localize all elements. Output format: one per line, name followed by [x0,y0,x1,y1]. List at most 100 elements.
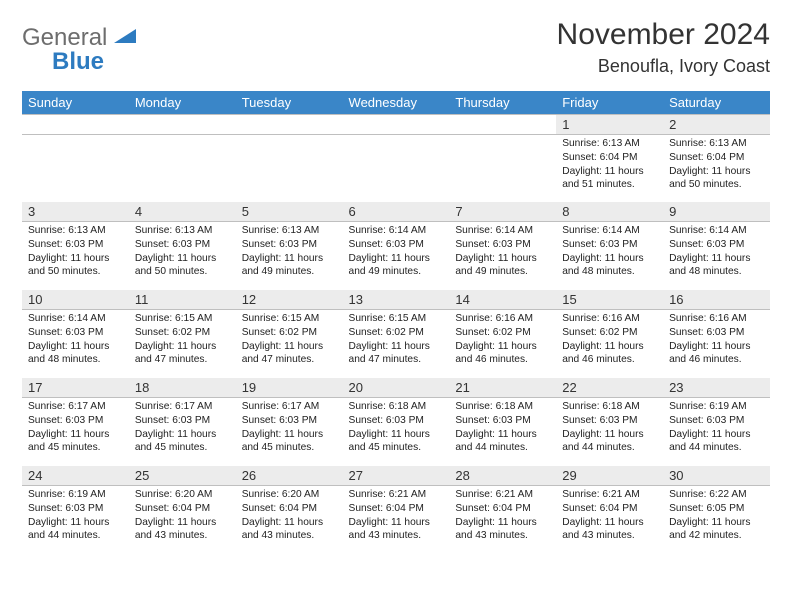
logo-blue: Blue [52,48,138,76]
calendar-cell: 14Sunrise: 6:16 AMSunset: 6:02 PMDayligh… [449,290,556,378]
day-details: Sunrise: 6:21 AMSunset: 6:04 PMDaylight:… [343,486,450,547]
calendar-cell: 12Sunrise: 6:15 AMSunset: 6:02 PMDayligh… [236,290,343,378]
calendar-cell: 7Sunrise: 6:14 AMSunset: 6:03 PMDaylight… [449,202,556,290]
day-details: Sunrise: 6:18 AMSunset: 6:03 PMDaylight:… [449,398,556,459]
location-subtitle: Benoufla, Ivory Coast [557,56,770,77]
weekday-header: Wednesday [343,91,450,114]
day-number [22,114,129,135]
day-details: Sunrise: 6:19 AMSunset: 6:03 PMDaylight:… [22,486,129,547]
title-block: November 2024 Benoufla, Ivory Coast [557,18,770,77]
calendar-cell: 17Sunrise: 6:17 AMSunset: 6:03 PMDayligh… [22,378,129,466]
day-number [236,114,343,135]
day-number: 13 [343,290,450,310]
day-details: Sunrise: 6:21 AMSunset: 6:04 PMDaylight:… [449,486,556,547]
day-details: Sunrise: 6:15 AMSunset: 6:02 PMDaylight:… [129,310,236,371]
calendar-cell: 13Sunrise: 6:15 AMSunset: 6:02 PMDayligh… [343,290,450,378]
day-number: 22 [556,378,663,398]
day-details: Sunrise: 6:22 AMSunset: 6:05 PMDaylight:… [663,486,770,547]
day-number: 5 [236,202,343,222]
calendar-cell: 8Sunrise: 6:14 AMSunset: 6:03 PMDaylight… [556,202,663,290]
calendar-cell: 11Sunrise: 6:15 AMSunset: 6:02 PMDayligh… [129,290,236,378]
day-details: Sunrise: 6:20 AMSunset: 6:04 PMDaylight:… [129,486,236,547]
calendar-cell: 23Sunrise: 6:19 AMSunset: 6:03 PMDayligh… [663,378,770,466]
day-number: 26 [236,466,343,486]
day-details: Sunrise: 6:14 AMSunset: 6:03 PMDaylight:… [22,310,129,371]
day-number: 29 [556,466,663,486]
day-number: 23 [663,378,770,398]
calendar-cell: 4Sunrise: 6:13 AMSunset: 6:03 PMDaylight… [129,202,236,290]
calendar-cell [343,114,450,202]
weekday-header: Sunday [22,91,129,114]
calendar-cell: 30Sunrise: 6:22 AMSunset: 6:05 PMDayligh… [663,466,770,554]
day-number: 28 [449,466,556,486]
day-details: Sunrise: 6:15 AMSunset: 6:02 PMDaylight:… [343,310,450,371]
weekday-header: Saturday [663,91,770,114]
calendar-week-row: 24Sunrise: 6:19 AMSunset: 6:03 PMDayligh… [22,466,770,554]
day-number: 24 [22,466,129,486]
calendar-cell: 2Sunrise: 6:13 AMSunset: 6:04 PMDaylight… [663,114,770,202]
calendar-cell: 28Sunrise: 6:21 AMSunset: 6:04 PMDayligh… [449,466,556,554]
calendar-cell: 25Sunrise: 6:20 AMSunset: 6:04 PMDayligh… [129,466,236,554]
day-number: 8 [556,202,663,222]
day-number: 15 [556,290,663,310]
day-details: Sunrise: 6:13 AMSunset: 6:03 PMDaylight:… [22,222,129,283]
day-number: 7 [449,202,556,222]
calendar-week-row: 17Sunrise: 6:17 AMSunset: 6:03 PMDayligh… [22,378,770,466]
day-number [343,114,450,135]
calendar-week-row: 10Sunrise: 6:14 AMSunset: 6:03 PMDayligh… [22,290,770,378]
day-details: Sunrise: 6:13 AMSunset: 6:03 PMDaylight:… [129,222,236,283]
day-number: 10 [22,290,129,310]
day-number: 16 [663,290,770,310]
day-number: 4 [129,202,236,222]
day-details: Sunrise: 6:14 AMSunset: 6:03 PMDaylight:… [663,222,770,283]
weekday-header: Monday [129,91,236,114]
calendar-cell: 21Sunrise: 6:18 AMSunset: 6:03 PMDayligh… [449,378,556,466]
day-number [129,114,236,135]
calendar-cell: 6Sunrise: 6:14 AMSunset: 6:03 PMDaylight… [343,202,450,290]
calendar-cell: 1Sunrise: 6:13 AMSunset: 6:04 PMDaylight… [556,114,663,202]
calendar-cell: 5Sunrise: 6:13 AMSunset: 6:03 PMDaylight… [236,202,343,290]
day-number: 1 [556,114,663,135]
weekday-header-row: Sunday Monday Tuesday Wednesday Thursday… [22,91,770,114]
calendar-cell: 9Sunrise: 6:14 AMSunset: 6:03 PMDaylight… [663,202,770,290]
calendar-cell [22,114,129,202]
day-number: 18 [129,378,236,398]
calendar-cell: 10Sunrise: 6:14 AMSunset: 6:03 PMDayligh… [22,290,129,378]
logo-triangle-icon [114,27,138,45]
day-number: 6 [343,202,450,222]
calendar-cell: 20Sunrise: 6:18 AMSunset: 6:03 PMDayligh… [343,378,450,466]
page-title: November 2024 [557,18,770,52]
day-details: Sunrise: 6:21 AMSunset: 6:04 PMDaylight:… [556,486,663,547]
calendar-cell: 3Sunrise: 6:13 AMSunset: 6:03 PMDaylight… [22,202,129,290]
calendar-cell: 26Sunrise: 6:20 AMSunset: 6:04 PMDayligh… [236,466,343,554]
day-details: Sunrise: 6:15 AMSunset: 6:02 PMDaylight:… [236,310,343,371]
day-number: 11 [129,290,236,310]
logo-general: General [22,24,107,51]
day-number: 25 [129,466,236,486]
day-details: Sunrise: 6:17 AMSunset: 6:03 PMDaylight:… [22,398,129,459]
header: General Blue November 2024 Benoufla, Ivo… [22,18,770,77]
day-number: 20 [343,378,450,398]
day-number: 27 [343,466,450,486]
calendar-cell: 24Sunrise: 6:19 AMSunset: 6:03 PMDayligh… [22,466,129,554]
day-details: Sunrise: 6:14 AMSunset: 6:03 PMDaylight:… [343,222,450,283]
calendar-cell [129,114,236,202]
calendar-cell: 29Sunrise: 6:21 AMSunset: 6:04 PMDayligh… [556,466,663,554]
day-details: Sunrise: 6:14 AMSunset: 6:03 PMDaylight:… [449,222,556,283]
day-details: Sunrise: 6:18 AMSunset: 6:03 PMDaylight:… [556,398,663,459]
weekday-header: Friday [556,91,663,114]
calendar-cell [236,114,343,202]
day-details: Sunrise: 6:14 AMSunset: 6:03 PMDaylight:… [556,222,663,283]
day-details: Sunrise: 6:19 AMSunset: 6:03 PMDaylight:… [663,398,770,459]
calendar-cell: 22Sunrise: 6:18 AMSunset: 6:03 PMDayligh… [556,378,663,466]
day-details: Sunrise: 6:18 AMSunset: 6:03 PMDaylight:… [343,398,450,459]
calendar-cell [449,114,556,202]
calendar-cell: 19Sunrise: 6:17 AMSunset: 6:03 PMDayligh… [236,378,343,466]
day-details: Sunrise: 6:13 AMSunset: 6:03 PMDaylight:… [236,222,343,283]
day-number: 2 [663,114,770,135]
day-number: 14 [449,290,556,310]
day-number: 21 [449,378,556,398]
calendar-week-row: 1Sunrise: 6:13 AMSunset: 6:04 PMDaylight… [22,114,770,202]
calendar-week-row: 3Sunrise: 6:13 AMSunset: 6:03 PMDaylight… [22,202,770,290]
calendar-cell: 27Sunrise: 6:21 AMSunset: 6:04 PMDayligh… [343,466,450,554]
